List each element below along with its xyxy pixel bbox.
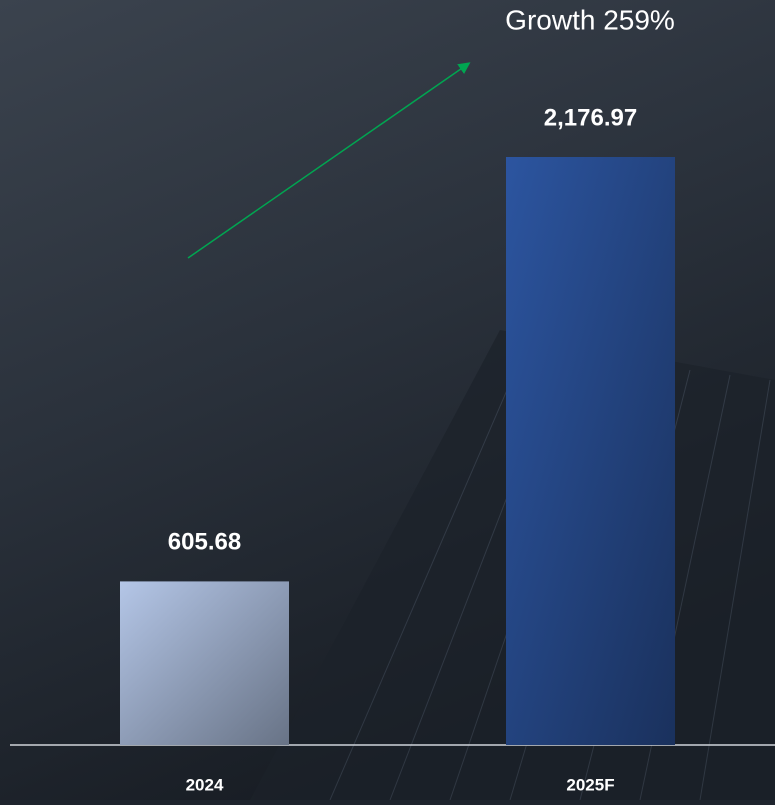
value-label: 2,176.97: [544, 104, 637, 131]
bar: [120, 581, 289, 745]
x-tick-label: 2025F: [566, 775, 614, 794]
growth-arrow: [187, 62, 471, 259]
x-tick-label: 2024: [186, 775, 224, 794]
growth-annotation: Growth 259%: [505, 4, 675, 35]
value-label: 605.68: [168, 529, 241, 556]
bar: [506, 157, 675, 745]
